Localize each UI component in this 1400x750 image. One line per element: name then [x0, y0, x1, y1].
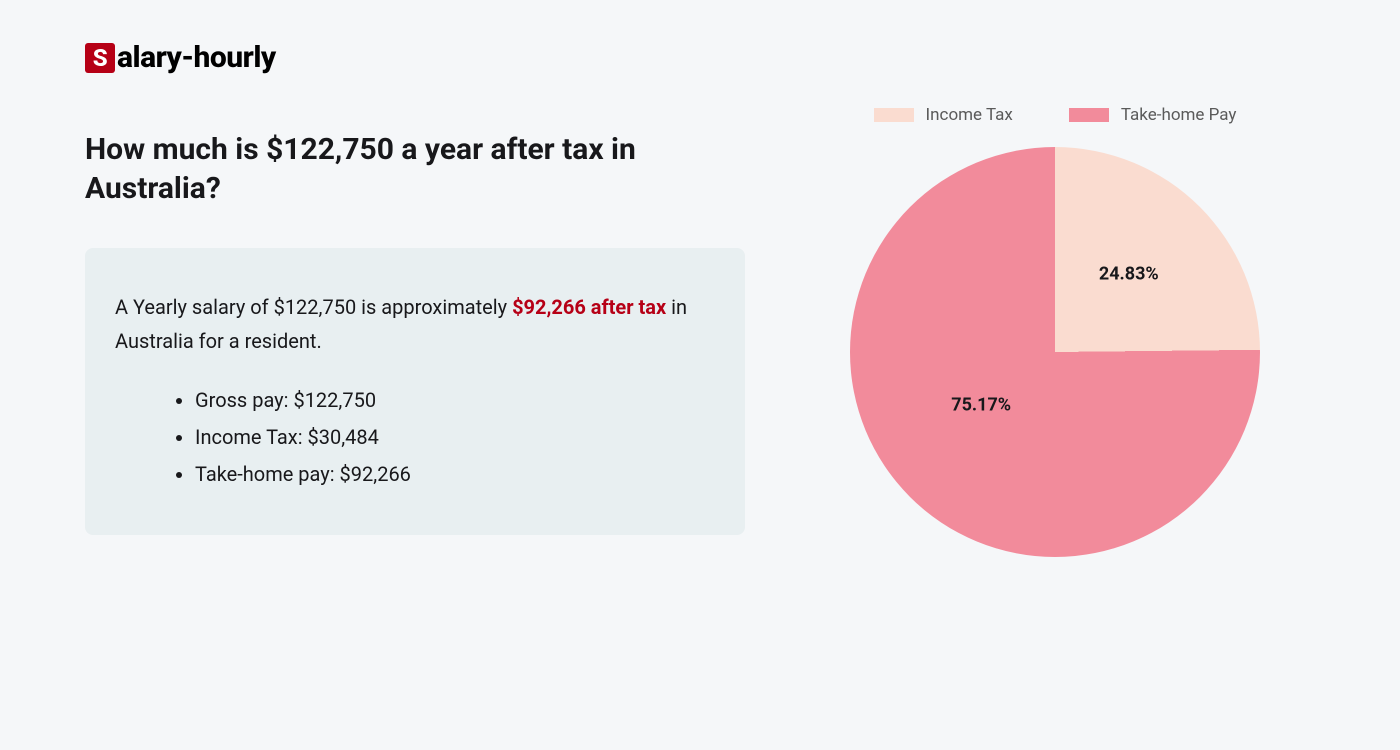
- chart-legend: Income Tax Take-home Pay: [874, 105, 1237, 125]
- summary-lead-prefix: A Yearly salary of $122,750 is approxima…: [115, 295, 512, 319]
- site-logo: Salary-hourly: [85, 40, 745, 75]
- chart-column: Income Tax Take-home Pay 24.83% 75.17%: [795, 40, 1315, 557]
- page-title: How much is $122,750 a year after tax in…: [85, 130, 645, 208]
- summary-highlight: $92,266 after tax: [512, 295, 666, 319]
- legend-swatch: [874, 108, 914, 122]
- legend-label: Income Tax: [926, 105, 1013, 125]
- summary-box: A Yearly salary of $122,750 is approxima…: [85, 248, 745, 535]
- summary-list: Gross pay: $122,750 Income Tax: $30,484 …: [115, 382, 715, 493]
- legend-label: Take-home Pay: [1121, 105, 1237, 125]
- logo-badge: S: [85, 43, 115, 73]
- left-column: Salary-hourly How much is $122,750 a yea…: [85, 40, 745, 557]
- summary-lead: A Yearly salary of $122,750 is approxima…: [115, 290, 715, 358]
- pie-chart: 24.83% 75.17%: [850, 147, 1260, 557]
- legend-item-income-tax: Income Tax: [874, 105, 1013, 125]
- list-item: Income Tax: $30,484: [195, 419, 715, 456]
- pie-graphic: [850, 147, 1260, 557]
- page-root: Salary-hourly How much is $122,750 a yea…: [0, 0, 1400, 557]
- slice-label-take-home: 75.17%: [951, 395, 1011, 416]
- slice-label-income-tax: 24.83%: [1099, 264, 1159, 285]
- logo-text: alary-hourly: [117, 40, 276, 75]
- legend-item-take-home: Take-home Pay: [1069, 105, 1237, 125]
- list-item: Take-home pay: $92,266: [195, 456, 715, 493]
- legend-swatch: [1069, 108, 1109, 122]
- list-item: Gross pay: $122,750: [195, 382, 715, 419]
